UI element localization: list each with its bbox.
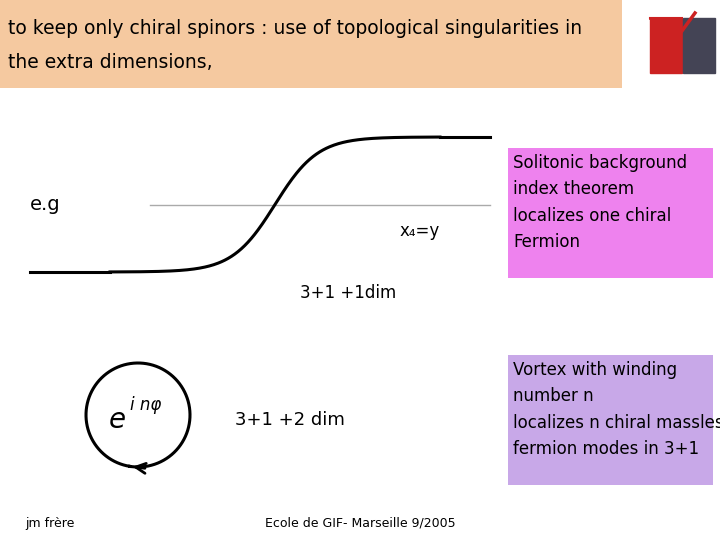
- Text: to keep only chiral spinors : use of topological singularities in: to keep only chiral spinors : use of top…: [8, 18, 582, 37]
- Polygon shape: [650, 18, 682, 73]
- Bar: [0, 0, 622, 88]
- Text: 3+1 +2 dim: 3+1 +2 dim: [235, 411, 345, 429]
- Text: the extra dimensions,: the extra dimensions,: [8, 52, 212, 71]
- Text: x₄=y: x₄=y: [400, 222, 440, 240]
- Polygon shape: [683, 18, 715, 73]
- Text: e: e: [109, 406, 126, 434]
- Text: i nφ: i nφ: [130, 396, 161, 414]
- Text: Vortex with winding
number n
localizes n chiral massless
fermion modes in 3+1: Vortex with winding number n localizes n…: [513, 361, 720, 458]
- Text: jm frère: jm frère: [25, 516, 74, 530]
- Text: 3+1 +1dim: 3+1 +1dim: [300, 284, 396, 302]
- Text: Solitonic background
index theorem
localizes one chiral
Fermion: Solitonic background index theorem local…: [513, 154, 687, 251]
- Text: Ecole de GIF- Marseille 9/2005: Ecole de GIF- Marseille 9/2005: [265, 516, 455, 530]
- Bar: [508, 148, 713, 278]
- Bar: [508, 355, 713, 485]
- Text: e.g: e.g: [30, 195, 60, 214]
